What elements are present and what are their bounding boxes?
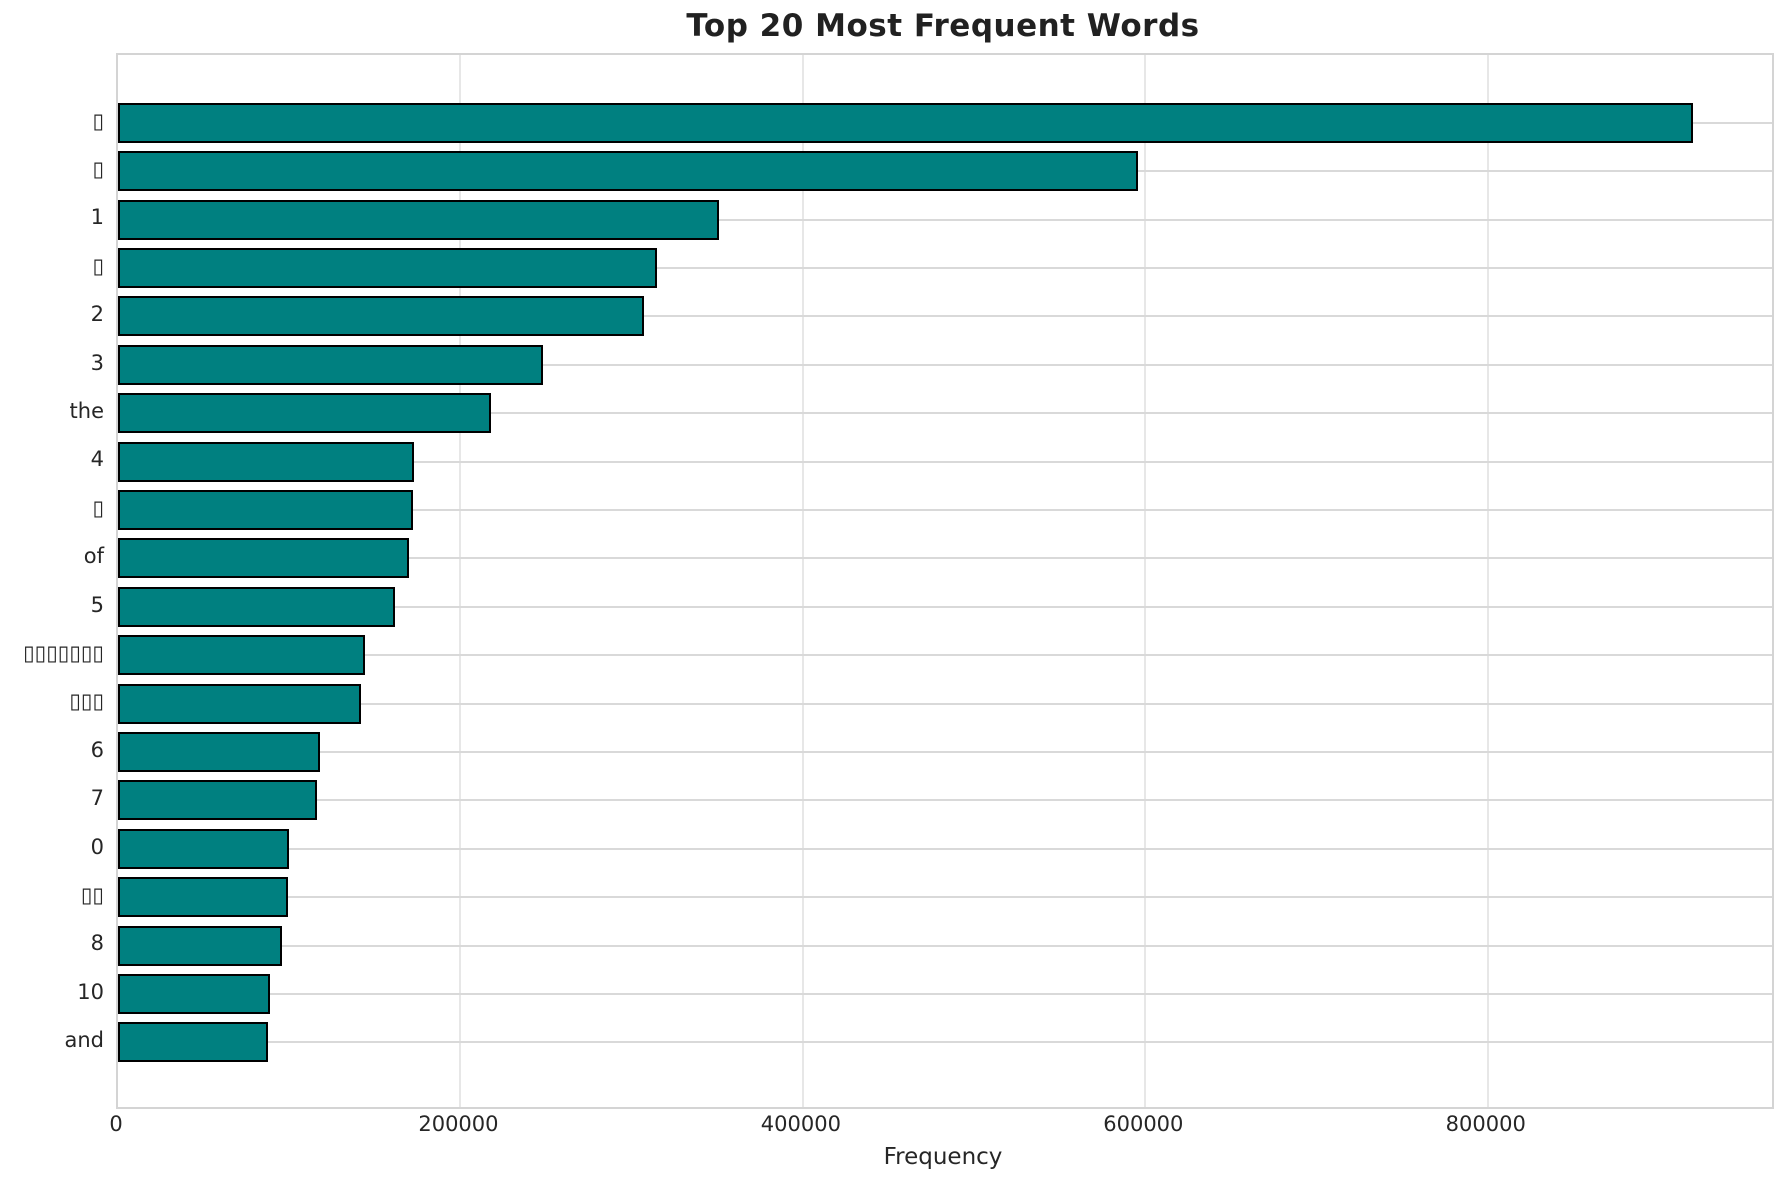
bar xyxy=(118,102,1694,143)
y-tick-label: 7 xyxy=(90,786,104,811)
bar xyxy=(118,538,410,579)
gridline-horizontal xyxy=(118,1041,1772,1044)
gridline-horizontal xyxy=(118,702,1772,705)
bar xyxy=(118,635,365,676)
bar xyxy=(118,296,644,337)
gridline-horizontal xyxy=(118,992,1772,995)
bar xyxy=(118,344,543,385)
gridline-horizontal xyxy=(118,315,1772,318)
plot-area xyxy=(116,53,1774,1109)
bar xyxy=(118,393,492,434)
x-tick-label: 600000 xyxy=(1103,1112,1184,1136)
bar xyxy=(118,925,283,966)
bar xyxy=(118,247,658,288)
bar xyxy=(118,877,288,918)
gridline-vertical xyxy=(1486,55,1489,1107)
y-tick-label: 6 xyxy=(90,737,104,762)
y-tick-label: 8 xyxy=(90,931,104,956)
bar xyxy=(118,151,1139,192)
gridline-horizontal xyxy=(118,654,1772,657)
y-tick-label: 5 xyxy=(90,592,104,617)
y-tick-label: ▯ xyxy=(92,108,104,133)
bar xyxy=(118,973,271,1014)
gridline-horizontal xyxy=(118,896,1772,899)
y-tick-label: 10 xyxy=(77,979,104,1004)
y-tick-label: 2 xyxy=(90,302,104,327)
y-tick-label: 3 xyxy=(90,350,104,375)
bar xyxy=(118,441,415,482)
x-tick-label: 800000 xyxy=(1445,1112,1526,1136)
y-tick-label: ▯ xyxy=(92,253,104,278)
bar xyxy=(118,199,719,240)
y-tick-label: 4 xyxy=(90,447,104,472)
gridline-horizontal xyxy=(118,412,1772,415)
gridline-horizontal xyxy=(118,750,1772,753)
x-axis-label: Frequency xyxy=(883,1144,1003,1170)
bar xyxy=(118,489,413,530)
y-tick-label: 0 xyxy=(90,834,104,859)
bar xyxy=(118,586,396,627)
gridline-horizontal xyxy=(118,218,1772,221)
gridline-vertical xyxy=(459,55,462,1107)
y-tick-label: ▯▯▯▯▯▯▯ xyxy=(23,640,104,665)
gridline-horizontal xyxy=(118,799,1772,802)
y-tick-label: of xyxy=(83,544,104,569)
gridline-horizontal xyxy=(118,460,1772,463)
gridline-horizontal xyxy=(118,557,1772,560)
y-tick-label: 1 xyxy=(90,205,104,230)
x-tick-label: 200000 xyxy=(418,1112,499,1136)
y-tick-label: the xyxy=(69,398,104,423)
gridline-horizontal xyxy=(118,363,1772,366)
gridline-horizontal xyxy=(118,944,1772,947)
chart-title: Top 20 Most Frequent Words xyxy=(686,8,1200,44)
y-tick-label: ▯▯▯ xyxy=(69,689,104,714)
x-tick-label: 400000 xyxy=(760,1112,841,1136)
gridline-horizontal xyxy=(118,847,1772,850)
gridline-vertical xyxy=(1144,55,1147,1107)
y-tick-label: ▯ xyxy=(92,156,104,181)
y-tick-label: ▯ xyxy=(92,495,104,520)
bar xyxy=(118,1022,268,1063)
gridline-vertical xyxy=(801,55,804,1107)
bar xyxy=(118,683,362,724)
gridline-horizontal xyxy=(118,508,1772,511)
bar xyxy=(118,780,317,821)
x-tick-label: 0 xyxy=(109,1112,123,1136)
bar xyxy=(118,828,290,869)
y-tick-label: and xyxy=(64,1028,104,1053)
gridline-horizontal xyxy=(118,266,1772,269)
bar xyxy=(118,731,321,772)
gridline-horizontal xyxy=(118,605,1772,608)
y-tick-label: ▯▯ xyxy=(80,882,104,907)
